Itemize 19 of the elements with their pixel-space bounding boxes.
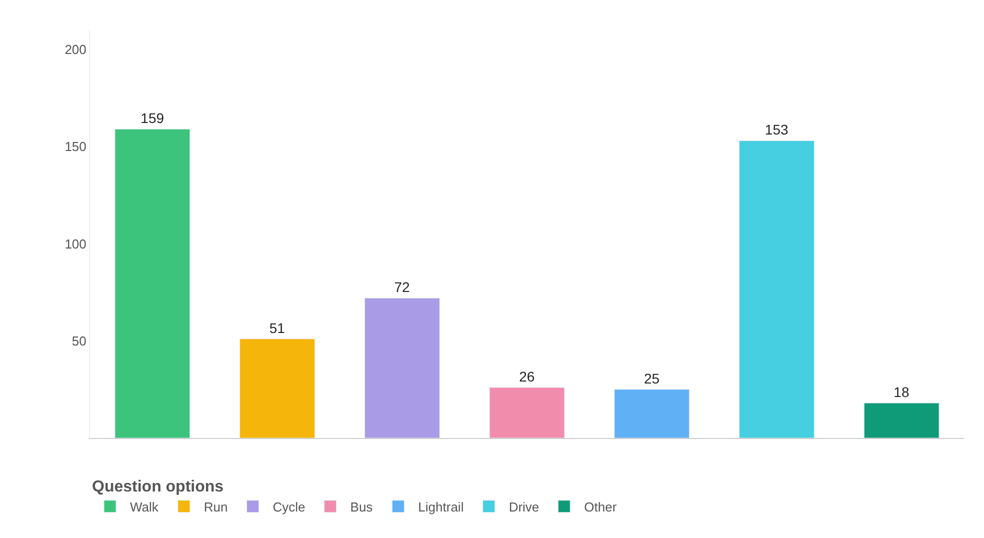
legend-label: Other xyxy=(584,499,618,514)
data-label: 72 xyxy=(394,279,410,296)
data-label: 26 xyxy=(519,368,535,384)
y-tick-label: 150 xyxy=(64,139,86,154)
data-label: 25 xyxy=(644,370,660,386)
data-label: 159 xyxy=(140,110,164,126)
y-tick-label: 200 xyxy=(64,42,86,57)
y-tick-label: 100 xyxy=(64,236,86,252)
data-label: 51 xyxy=(269,320,286,336)
legend-label: Bus xyxy=(350,499,374,514)
legend-label: Walk xyxy=(130,499,159,514)
data-label: 153 xyxy=(764,122,788,138)
legend-label: Run xyxy=(204,499,228,514)
legend-label: Lightrail xyxy=(418,499,464,514)
legend-title: Question options xyxy=(92,478,224,496)
y-tick-label: 50 xyxy=(72,333,86,348)
data-label: 18 xyxy=(894,384,910,400)
legend-label: Cycle xyxy=(272,499,306,514)
legend-label: Drive xyxy=(508,499,540,514)
